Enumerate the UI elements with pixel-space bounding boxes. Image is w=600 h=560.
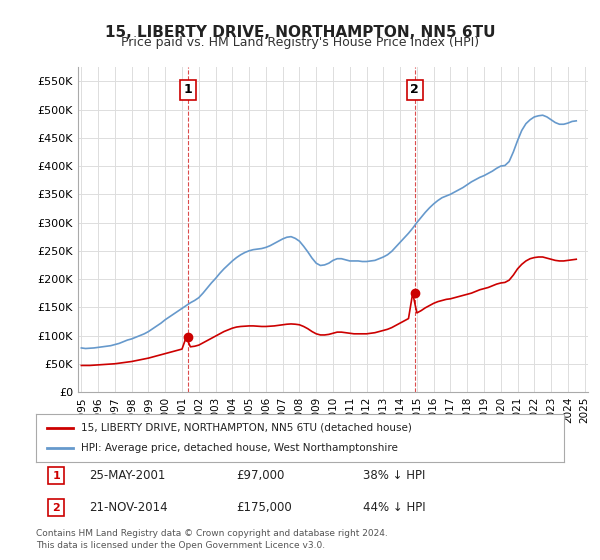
Text: 25-MAY-2001: 25-MAY-2001 [89,469,165,482]
Text: £97,000: £97,000 [236,469,285,482]
Text: 15, LIBERTY DRIVE, NORTHAMPTON, NN5 6TU: 15, LIBERTY DRIVE, NORTHAMPTON, NN5 6TU [105,25,495,40]
Text: 21-NOV-2014: 21-NOV-2014 [89,501,167,514]
Text: 44% ↓ HPI: 44% ↓ HPI [364,501,426,514]
Text: 1: 1 [184,83,193,96]
Text: 2: 2 [410,83,419,96]
Text: Contains HM Land Registry data © Crown copyright and database right 2024.
This d: Contains HM Land Registry data © Crown c… [36,529,388,550]
Text: 15, LIBERTY DRIVE, NORTHAMPTON, NN5 6TU (detached house): 15, LIBERTY DRIVE, NORTHAMPTON, NN5 6TU … [81,423,412,433]
Text: 38% ↓ HPI: 38% ↓ HPI [364,469,426,482]
Text: HPI: Average price, detached house, West Northamptonshire: HPI: Average price, detached house, West… [81,443,398,452]
Text: 1: 1 [52,470,60,480]
Text: £175,000: £175,000 [236,501,292,514]
Text: 2: 2 [52,502,60,512]
Text: Price paid vs. HM Land Registry's House Price Index (HPI): Price paid vs. HM Land Registry's House … [121,36,479,49]
